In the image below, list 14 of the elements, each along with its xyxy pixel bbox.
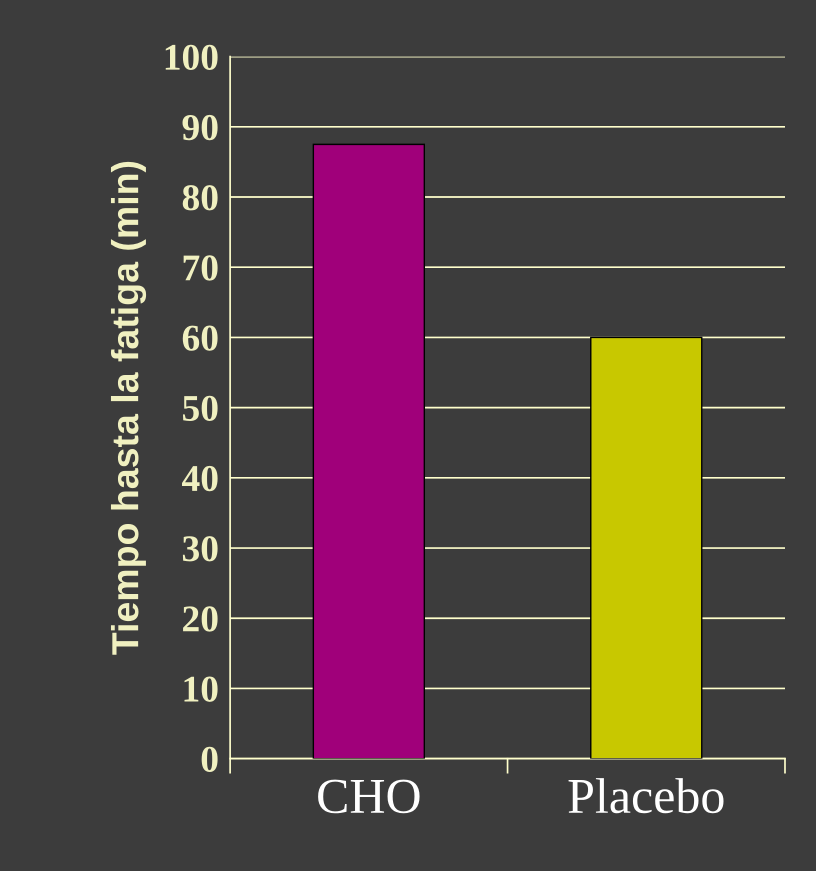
y-tick-label: 40 (182, 466, 218, 492)
y-tick-label: 90 (182, 114, 218, 140)
y-tick-label: 0 (202, 746, 218, 772)
y-tick-label: 30 (182, 536, 218, 562)
y-tick-label: 60 (182, 326, 218, 351)
y-tick-label: 80 (182, 185, 218, 210)
y-tick-label: 10 (184, 676, 218, 702)
x-tick-label: CHO (318, 780, 420, 814)
y-axis-title: Tiempo hasta la fatiga (min) (110, 162, 146, 655)
y-tick-label: 50 (183, 396, 218, 422)
y-tick-label: 20 (183, 606, 218, 632)
y-tick-label: 70 (184, 255, 218, 281)
y-tick-label: 100 (166, 44, 218, 70)
x-tick-label: Placebo (568, 778, 724, 814)
